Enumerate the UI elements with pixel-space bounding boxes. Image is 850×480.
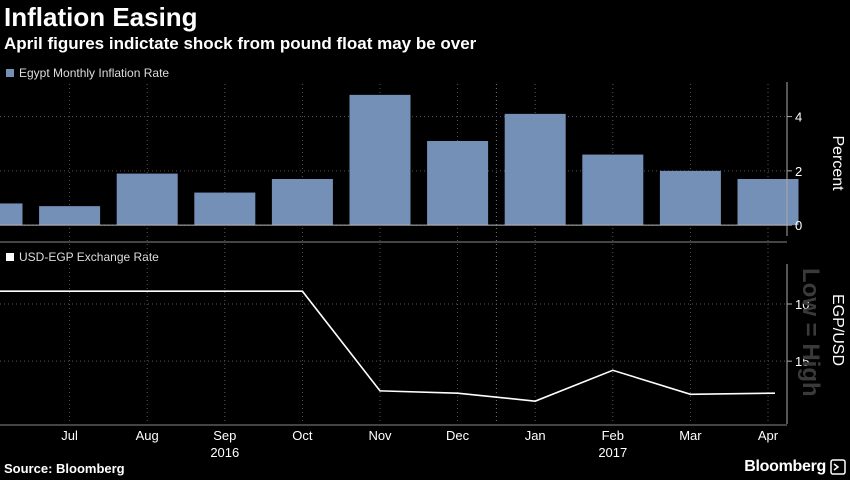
- inflation-bar: [504, 113, 566, 226]
- year-label-2016: 2016: [210, 445, 239, 460]
- line-layer: [0, 290, 776, 402]
- exchange-legend: USD-EGP Exchange Rate: [6, 250, 159, 264]
- x-tick-label: Mar: [679, 428, 702, 443]
- inflation-bar: [582, 154, 644, 226]
- inflation-bar: [349, 94, 411, 226]
- x-tick-label: Jan: [525, 428, 546, 443]
- source-note: Source: Bloomberg: [4, 461, 125, 476]
- inflation-legend-label: Egypt Monthly Inflation Rate: [19, 66, 170, 80]
- bloomberg-terminal-icon: [830, 459, 846, 475]
- exchange-y-tick-label: 10: [795, 297, 809, 312]
- year-label-2017: 2017: [598, 445, 627, 460]
- inflation-y-tick-label: 2: [795, 164, 802, 179]
- chart-title: Inflation Easing: [4, 2, 198, 32]
- inflation-bar: [271, 179, 333, 226]
- chart-subtitle: April figures indictate shock from pound…: [4, 34, 477, 53]
- axis-layer: 0 2 4 10 15 Jul Aug Sep Oct Nov Dec Jan Feb Mar Apr 201…: [0, 82, 809, 460]
- inflation-legend-swatch: [6, 69, 14, 77]
- x-tick-label: Sep: [213, 428, 236, 443]
- x-tick-label: Nov: [368, 428, 392, 443]
- inflation-bar: [737, 179, 799, 226]
- inflation-bar: [0, 203, 23, 226]
- exchange-ylabel: EGP/USD: [829, 294, 846, 366]
- inflation-legend: Egypt Monthly Inflation Rate: [6, 66, 169, 80]
- x-tick-label: Jul: [61, 428, 78, 443]
- inflation-bar: [39, 206, 101, 226]
- inflation-ylabel: Percent: [829, 135, 846, 191]
- exchange-yaxis-note: Low = High: [797, 268, 824, 397]
- inflation-y-tick-label: 4: [795, 110, 802, 125]
- x-tick-label: Oct: [292, 428, 313, 443]
- x-tick-label: Aug: [136, 428, 159, 443]
- bloomberg-logo: Bloomberg: [744, 458, 826, 475]
- exchange-legend-label: USD-EGP Exchange Rate: [19, 250, 159, 264]
- bars-layer: [0, 94, 799, 226]
- inflation-bar: [659, 170, 721, 226]
- exchange-rate-line: [0, 290, 776, 402]
- inflation-bar: [116, 173, 178, 226]
- x-tick-label: Apr: [758, 428, 779, 443]
- x-tick-label: Feb: [602, 428, 624, 443]
- x-tick-label: Dec: [446, 428, 470, 443]
- inflation-y-tick-label: 0: [795, 218, 802, 233]
- inflation-bar: [194, 192, 256, 226]
- inflation-bar: [427, 141, 489, 226]
- exchange-y-tick-label: 15: [795, 354, 809, 369]
- exchange-legend-swatch: [6, 253, 14, 261]
